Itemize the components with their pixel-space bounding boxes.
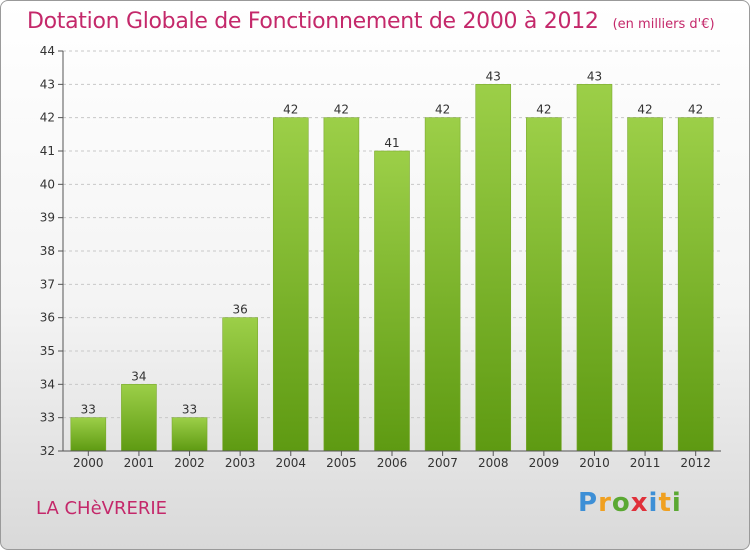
logo-letter: x xyxy=(630,488,649,518)
bar xyxy=(475,84,512,452)
bar-value-label: 42 xyxy=(536,103,551,117)
x-tick-label: 2010 xyxy=(579,456,610,470)
x-tick-label: 2007 xyxy=(427,456,458,470)
x-tick-label: 2005 xyxy=(326,456,357,470)
bar xyxy=(374,150,410,452)
y-tick-label: 36 xyxy=(40,311,55,325)
logo-letter: i xyxy=(671,488,682,518)
bar xyxy=(424,117,461,452)
x-tick-label: 2000 xyxy=(73,456,104,470)
y-tick-label: 37 xyxy=(40,277,55,291)
bar xyxy=(272,117,309,452)
proxiti-logo[interactable]: Proxiti xyxy=(578,488,682,518)
bar-value-label: 42 xyxy=(637,103,652,117)
y-tick-label: 32 xyxy=(40,444,55,458)
bar-value-label: 41 xyxy=(384,136,399,150)
bar-value-label: 42 xyxy=(283,103,298,117)
y-tick-label: 38 xyxy=(40,244,55,258)
x-tick-label: 2004 xyxy=(275,456,306,470)
x-tick-label: 2012 xyxy=(680,456,711,470)
bar-value-label: 33 xyxy=(81,403,96,417)
y-tick-label: 43 xyxy=(40,77,55,91)
title-text: Dotation Globale de Fonctionnement de 20… xyxy=(27,9,599,34)
bar-value-label: 34 xyxy=(131,369,146,383)
bar xyxy=(526,117,562,452)
bar-value-label: 43 xyxy=(486,69,501,83)
y-axis: 32 33 34 35 36 37 38 39 40 41 42 43 44 xyxy=(40,44,64,458)
title-unit: (en milliers d'€) xyxy=(612,17,715,32)
x-tick-label: 2008 xyxy=(478,456,509,470)
bar xyxy=(627,117,663,452)
y-tick-label: 34 xyxy=(40,377,55,391)
x-tick-label: 2009 xyxy=(529,456,560,470)
y-tick-label: 39 xyxy=(40,211,55,225)
logo-letter: o xyxy=(611,488,631,518)
logo-letter: t xyxy=(658,488,672,518)
y-tick-label: 42 xyxy=(40,111,55,125)
bar xyxy=(576,84,613,452)
y-tick-label: 44 xyxy=(40,44,55,58)
x-axis: 2000 2001 2002 2003 2004 2005 2006 2007 2008 2009… xyxy=(63,450,721,470)
logo-letter: P xyxy=(578,488,599,518)
commune-name: LA CHèVRERIE xyxy=(36,498,168,519)
bar-value-label: 42 xyxy=(688,103,703,117)
bar xyxy=(70,417,107,452)
y-tick-label: 33 xyxy=(40,411,55,425)
y-tick-label: 40 xyxy=(40,177,55,191)
x-tick-label: 2006 xyxy=(377,456,408,470)
bar xyxy=(171,417,208,452)
bar-value-label: 42 xyxy=(435,103,450,117)
bars: 33 34 33 36 42 42 41 42 43 42 43 42 42 xyxy=(70,69,714,452)
bar xyxy=(677,117,714,452)
bar xyxy=(121,384,157,452)
x-tick-label: 2011 xyxy=(630,456,661,470)
logo-letter: r xyxy=(598,488,612,518)
y-tick-label: 41 xyxy=(40,144,55,158)
x-tick-label: 2001 xyxy=(124,456,155,470)
bar xyxy=(323,117,360,452)
x-tick-label: 2003 xyxy=(225,456,256,470)
bar-value-label: 33 xyxy=(182,403,197,417)
x-tick-label: 2002 xyxy=(174,456,205,470)
chart-title: Dotation Globale de Fonctionnement de 20… xyxy=(27,9,715,34)
bar-value-label: 43 xyxy=(587,69,602,83)
bar-value-label: 42 xyxy=(334,103,349,117)
y-tick-label: 35 xyxy=(40,344,55,358)
bar-value-label: 36 xyxy=(233,303,248,317)
logo-letter: i xyxy=(648,488,659,518)
bar xyxy=(222,317,258,452)
